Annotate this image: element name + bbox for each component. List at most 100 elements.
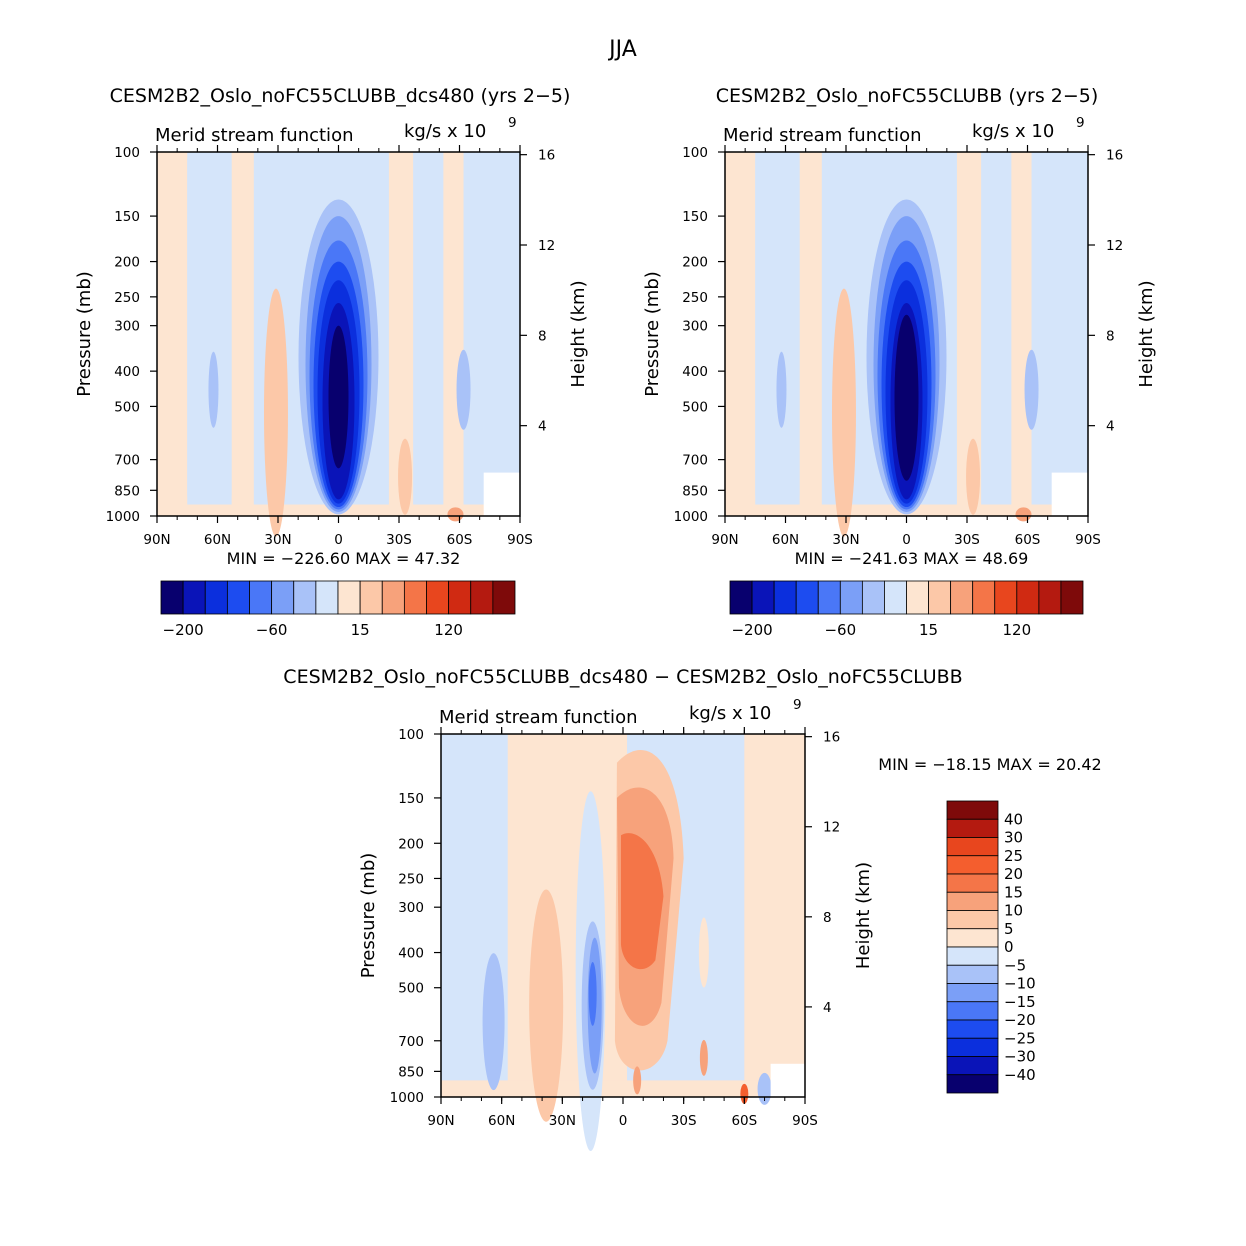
left-string: Merid stream function (723, 125, 921, 146)
contour-hadley-cell (894, 314, 919, 481)
y-tick-label: 100 (398, 727, 424, 743)
y-tick-label: 150 (682, 209, 708, 225)
left-string: Merid stream function (155, 125, 353, 146)
right-string: kg/s x 10 (972, 121, 1054, 142)
missing-data (770, 1063, 805, 1097)
x-tick-label: 60S (1015, 532, 1041, 548)
panel-title: CESM2B2_Oslo_noFC55CLUBB_dcs480 (yrs 2−5… (110, 85, 571, 107)
y2-tick-label: 4 (1106, 419, 1115, 435)
y-axis-label: Pressure (mb) (74, 271, 95, 397)
colorbar-label: −30 (1004, 1048, 1036, 1066)
contour-lobe-positive (263, 288, 288, 537)
colorbar-swatch (249, 580, 273, 615)
left-string: Merid stream function (439, 707, 637, 728)
contour-lobe-negative (588, 961, 597, 1026)
contour-lobe-negative (482, 953, 505, 1091)
colorbar-label: −20 (1004, 1011, 1036, 1029)
x-tick-label: 0 (902, 532, 911, 548)
contour-lobe-positive (966, 438, 981, 515)
y-tick-label: 700 (114, 453, 140, 469)
panels: CESM2B2_Oslo_noFC55CLUBB_dcs480 (yrs 2−5… (74, 85, 1157, 1152)
colorbar-label: 40 (1004, 810, 1023, 828)
y-tick-label: 200 (114, 255, 140, 271)
colorbar-swatch (946, 928, 999, 948)
y2-tick-label: 16 (1106, 148, 1123, 164)
colorbar-swatch (839, 580, 863, 615)
y2-tick-label: 4 (538, 419, 547, 435)
chart-panel-1: CESM2B2_Oslo_noFC55CLUBB_dcs480 (yrs 2−5… (74, 85, 589, 639)
y-tick-label: 400 (114, 364, 140, 380)
colorbar-swatch (1016, 580, 1040, 615)
x-tick-label: 30S (671, 1113, 697, 1129)
colorbar-label: −25 (1004, 1029, 1036, 1047)
x-tick-label: 60N (772, 532, 799, 548)
right-string: kg/s x 10 (404, 121, 486, 142)
right-string-exponent: 9 (508, 115, 517, 131)
colorbar-swatch (946, 873, 999, 893)
colorbar-label: 15 (919, 621, 938, 639)
x-tick-label: 30N (264, 532, 291, 548)
missing-data (1051, 472, 1088, 516)
contour-lobe-positive (699, 1039, 708, 1076)
y-tick-label: 500 (398, 981, 424, 997)
contour-lobe-negative (208, 351, 219, 428)
y2-tick-label: 12 (1106, 238, 1123, 254)
contour-lobe-positive (1015, 507, 1032, 522)
y-tick-label: 250 (682, 290, 708, 306)
colorbar-swatch (492, 580, 516, 615)
x-tick-label: 60N (204, 532, 231, 548)
contour-band-positive (744, 734, 805, 1097)
colorbar-swatch (1060, 580, 1084, 615)
x-tick-label: 60S (447, 532, 473, 548)
contour-field (725, 152, 1088, 537)
x-tick-label: 90S (1075, 532, 1101, 548)
contour-field (441, 734, 805, 1152)
y-tick-label: 300 (682, 319, 708, 335)
y2-axis-label: Height (km) (1136, 280, 1157, 387)
contour-hadley-cell (328, 325, 349, 469)
y-tick-label: 250 (114, 290, 140, 306)
y-tick-label: 150 (114, 209, 140, 225)
colorbar-label: −200 (163, 621, 204, 639)
colorbar-swatch (160, 580, 184, 615)
colorbar-label: −60 (256, 621, 288, 639)
colorbar-swatch (182, 580, 206, 615)
colorbar-swatch (946, 800, 999, 820)
y2-tick-label: 8 (1106, 328, 1115, 344)
y-tick-label: 100 (114, 145, 140, 161)
x-tick-label: 90S (792, 1113, 818, 1129)
contour-band-negative (755, 152, 800, 503)
colorbar-swatch (950, 580, 974, 615)
colorbar-swatch (946, 855, 999, 875)
contour-band-positive (231, 152, 254, 516)
contour-band-positive (799, 152, 822, 516)
colorbar-label: 120 (434, 621, 463, 639)
colorbar-swatch (946, 910, 999, 930)
contour-field (157, 152, 520, 537)
colorbar-label: −5 (1004, 956, 1026, 974)
y2-tick-label: 8 (538, 328, 547, 344)
y2-tick-label: 4 (823, 1000, 832, 1016)
chart-panel-3: CESM2B2_Oslo_noFC55CLUBB_dcs480 − CESM2B… (283, 666, 1102, 1152)
missing-data (483, 472, 520, 516)
colorbar-swatch (946, 1056, 999, 1076)
y-tick-label: 200 (682, 255, 708, 271)
colorbar-swatch (403, 580, 427, 615)
colorbar-swatch (271, 580, 295, 615)
colorbar-label: 10 (1004, 902, 1023, 920)
y-tick-label: 700 (398, 1034, 424, 1050)
colorbar-swatch (381, 580, 405, 615)
colorbar-swatch (226, 580, 250, 615)
colorbar-swatch (448, 580, 472, 615)
x-tick-label: 90S (507, 532, 533, 548)
y-tick-label: 300 (398, 900, 424, 916)
colorbar-swatch (946, 818, 999, 838)
y-tick-label: 400 (398, 946, 424, 962)
colorbar-label: −10 (1004, 975, 1036, 993)
x-tick-label: 60N (488, 1113, 515, 1129)
colorbar-swatch (946, 891, 999, 911)
y-tick-label: 1000 (674, 509, 708, 525)
colorbar-swatch (946, 1001, 999, 1021)
contour-band-positive (1011, 152, 1032, 516)
